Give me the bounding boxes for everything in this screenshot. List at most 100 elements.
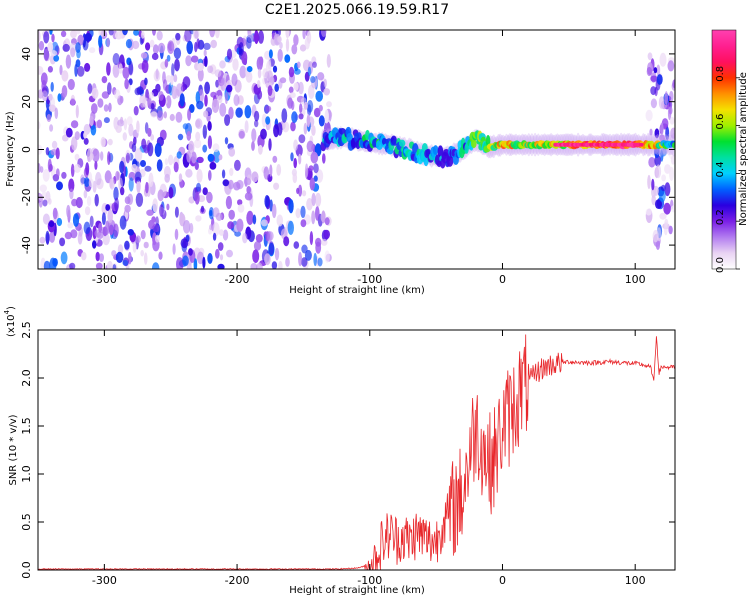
spectrogram-noise-cell — [74, 153, 80, 161]
spectrogram-noise-cell — [157, 42, 166, 54]
spectrogram-noise-cell — [185, 168, 193, 178]
spectrogram-noise-cell — [313, 175, 318, 182]
spectrogram-noise-cell — [122, 66, 130, 79]
spectrogram-noise-cell — [209, 210, 213, 217]
snr-y-tick-label: 0.5 — [20, 513, 33, 531]
spectrogram-noise-cell — [647, 52, 653, 61]
spectrogram-noise-cell — [298, 184, 303, 197]
spectrogram-noise-cell — [82, 38, 89, 51]
spectrogram-noise-cell — [299, 103, 303, 114]
colorbar-ticks: 0.0 0.2 0.4 0.6 0.8 — [715, 66, 740, 273]
spectrogram-noise-cell — [140, 160, 146, 167]
spectrogram-noise-cell — [203, 42, 211, 51]
spectrogram-noise-cell — [649, 128, 653, 136]
spectrogram-y-tick-label: -20 — [20, 188, 33, 206]
spectrogram-noise-cell — [59, 237, 66, 247]
spectrogram-noise-cell — [301, 257, 308, 267]
spectrogram-noise-cell — [212, 232, 217, 241]
spectrogram-noise-cell — [261, 113, 267, 128]
spectrogram-noise-cell — [235, 107, 243, 118]
spectrogram-noise-cell — [118, 63, 123, 74]
colorbar: 0.0 0.2 0.4 0.6 0.8 Normalized spectral ampl… — [711, 29, 749, 273]
spectrogram-noise-cell — [81, 251, 87, 261]
spectrogram-noise-cell — [140, 31, 145, 39]
spectrogram-noise-cell — [304, 37, 310, 50]
spectrogram-noise-cell — [43, 260, 51, 269]
spectrogram-noise-cell — [246, 37, 252, 49]
spectrogram-noise-cell — [77, 232, 83, 245]
snr-y-multiplier: (x104) — [3, 306, 17, 337]
spectrogram-noise-cell — [38, 40, 45, 51]
spectrogram-noise-cell — [179, 93, 185, 107]
spectrogram-noise-cell — [68, 178, 75, 193]
spectrogram-noise-cell — [48, 104, 57, 112]
spectrogram-noise-cell — [70, 30, 77, 39]
spectrogram-noise-cell — [48, 163, 53, 172]
spectrogram-noise-cell — [654, 154, 661, 167]
spectrogram-noise-cell — [50, 81, 54, 92]
spectrogram-noise-cell — [70, 229, 78, 239]
spectrogram-noise-cell — [237, 204, 245, 213]
spectrogram-noise-cell — [112, 63, 120, 78]
spectrogram-noise-cell — [226, 48, 233, 60]
spectrogram-noise-cell — [182, 76, 191, 88]
spectrogram-noise-cell — [658, 96, 665, 109]
spectrogram-noise-cell — [663, 221, 668, 236]
spectrogram-noise-cell — [140, 52, 148, 59]
spectrogram-noise-cell — [49, 124, 54, 132]
spectrogram-noise-cell — [246, 210, 254, 225]
spectrogram-noise-cell — [38, 30, 41, 43]
spectrogram-noise-cell — [65, 127, 73, 138]
spectrogram-noise-cell — [47, 66, 54, 73]
spectrogram-noise-cell — [195, 118, 203, 130]
spectrogram-noise-cell — [207, 65, 214, 74]
spectrogram-noise-cell — [244, 120, 249, 133]
spectrogram-noise-cell — [217, 95, 223, 104]
spectrogram-noise-cell — [45, 230, 50, 245]
spectrogram-noise-cell — [303, 101, 308, 110]
spectrogram-noise-cell — [655, 164, 662, 179]
spectrogram-noise-cell — [45, 191, 51, 203]
spectrogram-noise-cell — [158, 251, 163, 260]
spectrogram-noise-cell — [267, 230, 272, 245]
spectrogram-noise-cell — [669, 166, 674, 181]
spectrogram-noise-cell — [71, 136, 78, 151]
spectrogram-noise-cell — [167, 40, 175, 54]
spectrogram-noise-cell — [135, 192, 144, 207]
spectrogram-noise-cell — [326, 54, 331, 68]
spectrogram-signal-cell — [432, 145, 439, 156]
spectrogram-noise-cell — [187, 108, 192, 121]
spectrogram-noise-cell — [234, 230, 242, 237]
snr-y-multiplier-base: (x104) — [3, 306, 17, 337]
spectrogram-noise-cell — [52, 207, 58, 220]
spectrogram-noise-cell — [284, 54, 291, 63]
spectrogram-noise-cell — [217, 263, 225, 269]
spectrogram-noise-cell — [177, 133, 184, 141]
spectrogram-noise-cell — [273, 182, 280, 190]
spectrogram-noise-cell — [154, 234, 160, 243]
spectrogram-noise-cell — [308, 165, 314, 172]
spectrogram-noise-cell — [38, 163, 41, 174]
spectrogram-noise-cell — [211, 98, 220, 113]
spectrogram-noise-cell — [107, 260, 113, 269]
spectrogram-noise-cell — [91, 103, 98, 114]
spectrogram-noise-cell — [317, 257, 323, 267]
spectrogram-noise-cell — [173, 47, 182, 59]
spectrogram-noise-cell — [139, 93, 146, 108]
spectrogram-noise-cell — [133, 30, 140, 36]
spectrogram-noise-cell — [269, 164, 273, 177]
spectrogram-noise-cell — [278, 79, 283, 89]
spectrogram-noise-cell — [277, 36, 282, 43]
spectrogram-noise-cell — [102, 233, 110, 246]
spectrogram-noise-cell — [656, 64, 661, 76]
spectrogram-noise-cell — [272, 65, 278, 73]
spectrogram-noise-cell — [653, 185, 659, 196]
spectrogram-noise-cell — [287, 97, 293, 109]
spectrogram-noise-cell — [152, 30, 156, 36]
spectrogram-noise-cell — [207, 135, 212, 149]
spectrogram-noise-cell — [148, 91, 154, 99]
spectrogram-noise-cell — [302, 30, 306, 40]
spectrogram-noise-cell — [143, 241, 149, 249]
spectrogram-noise-cell — [75, 197, 83, 209]
